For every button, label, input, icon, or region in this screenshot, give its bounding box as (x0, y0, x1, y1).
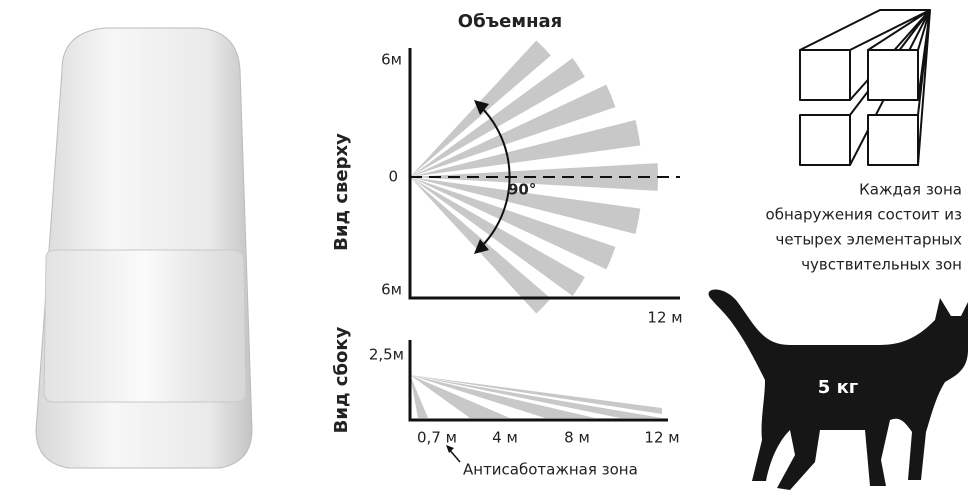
note: Антисаботажная зона (463, 461, 638, 479)
cat-weight: 5 кг (818, 377, 858, 398)
zone-beam (410, 177, 585, 297)
caption-line: чувствительных зон (801, 256, 962, 274)
caption-line: обнаружения состоит из (766, 206, 963, 224)
x-label: 12 м (647, 309, 682, 327)
caption-line: Каждая зона (859, 181, 962, 199)
top-axes (408, 48, 680, 300)
side-view-zones (410, 375, 662, 418)
y-label: 6м (381, 281, 402, 299)
top-view-zones (410, 40, 658, 314)
zone-beam (410, 119, 641, 177)
cubes (799, 9, 931, 166)
y-label: 6м (381, 51, 402, 69)
angle-label: 90° (508, 181, 536, 199)
zone-beam (410, 84, 616, 177)
side-axes (408, 340, 668, 422)
x-label: 12 м (644, 429, 679, 447)
x-label: 8 м (564, 429, 590, 447)
x-label: 0,7 м (417, 429, 457, 447)
y-label: 2,5м (369, 346, 404, 364)
note-arrowhead (446, 445, 454, 453)
title: Объемная (458, 11, 562, 32)
caption-line: четырех элементарных (776, 231, 963, 249)
cat (708, 289, 968, 490)
view-label: Вид сверху (331, 133, 352, 251)
x-label: 4 м (492, 429, 518, 447)
view-label: Вид сбоку (331, 326, 352, 433)
zone-beam (410, 177, 641, 235)
sensor (35, 27, 253, 469)
zone-beam (410, 57, 585, 177)
angle-arc (479, 105, 511, 249)
zone-beam (410, 177, 616, 270)
y-label: 0 (388, 168, 398, 186)
